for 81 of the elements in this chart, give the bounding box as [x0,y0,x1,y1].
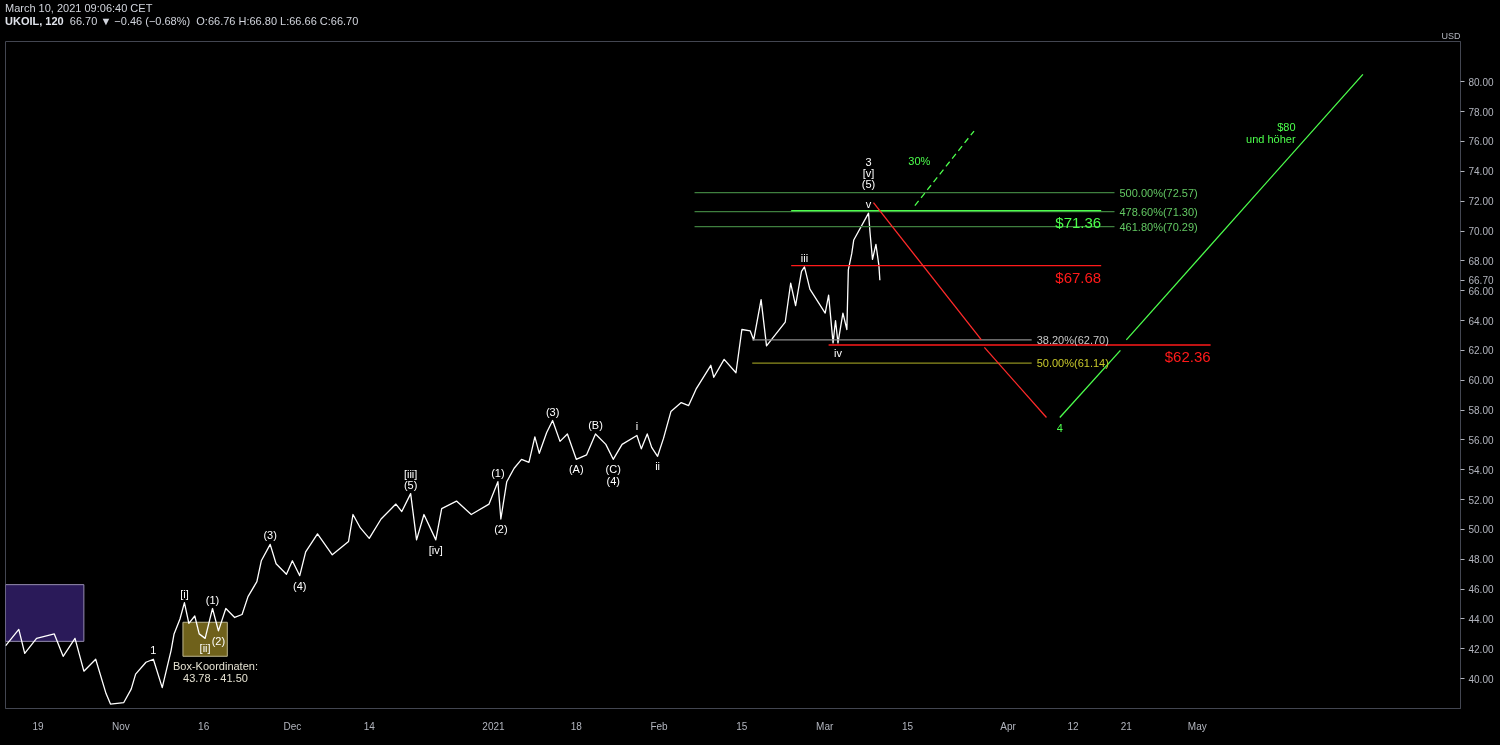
y-tick-label: 78.00 [1468,106,1494,118]
annotation: (1) [205,593,220,606]
y-axis-title: USD [1441,31,1461,41]
y-tick-label: 48.00 [1468,554,1494,566]
y-tick-label: 68.00 [1468,255,1494,267]
series-label: $71.36 [1055,213,1102,231]
annotation: 461.80%(70.29) [1119,220,1198,233]
annotation: (4) [293,579,307,592]
y-tick-label: 64.00 [1468,315,1494,327]
x-tick-label: Mar [816,720,834,732]
annotation: (A) [568,463,584,476]
x-tick-label: 2021 [482,720,506,732]
annotation: (B) [588,418,603,431]
annotation: [ii] [199,642,211,655]
y-tick-label: 56.00 [1468,434,1494,446]
x-tick-label: Apr [1000,720,1017,732]
y-tick-label: 44.00 [1468,613,1494,625]
annotation: [v] [862,166,875,179]
x-tick-label: 21 [1120,720,1133,732]
annotation: $80 [1277,121,1296,134]
y-tick-label: 62.00 [1468,345,1494,357]
y-tick-label: 42.00 [1468,643,1494,655]
annotation: v [865,198,872,211]
x-tick-label: May [1187,720,1207,732]
annotation: i [635,420,639,433]
y-tick-label: 66.00 [1468,285,1494,297]
annotation: 43.78 - 41.50 [183,672,248,685]
x-tick-label: 15 [901,720,914,732]
y-tick-label: 60.00 [1468,375,1494,387]
annotation: [iii] [403,467,418,480]
x-tick-label: 14 [363,720,376,732]
x-tick-label: 15 [736,720,748,732]
y-tick-label: 54.00 [1468,464,1494,476]
annotation: [iv] [428,543,443,556]
annotation: 38.20%(62.70) [1036,333,1109,346]
chart-subtitle: March 10, 2021 09:06:40 CET [5,2,153,14]
y-tick-label: 80.00 [1468,76,1494,88]
y-tick-label: 46.00 [1468,584,1494,596]
annotation: iv [834,346,843,359]
x-tick-label: 12 [1067,720,1080,732]
x-tick-label: Dec [283,720,302,732]
series-label: $67.68 [1055,268,1102,286]
x-tick-label: 19 [32,720,45,732]
annotation: (1) [491,466,505,479]
y-tick-label: 76.00 [1468,136,1494,148]
y-tick-label: 66.70 [1468,275,1494,287]
annotation: ii [655,460,661,473]
text: 66.70 ▼ −0.46 (−0.68%) [69,15,191,27]
x-tick-label: Nov [111,720,130,732]
annotation: 4 [1056,421,1063,434]
annotation: Box-Koordinaten: [172,660,258,673]
annotation: (2) [494,522,508,535]
annotation: [i] [180,587,189,600]
y-tick-label: 50.00 [1468,524,1494,536]
y-tick-label: 52.00 [1468,494,1494,506]
annotation: 50.00%(61.14) [1036,357,1109,370]
chart-title: UKOIL, 120 [5,15,64,27]
annotation: 500.00%(72.57) [1119,186,1198,199]
annotation: (3) [263,529,277,542]
annotation: (2) [211,634,226,647]
x-tick-label: 16 [198,720,210,732]
text: O:66.76 H:66.80 L:66.66 C:66.70 [196,15,359,27]
annotation: (5) [861,177,876,190]
annotation: (C) [605,463,621,476]
y-tick-label: 40.00 [1468,673,1494,685]
y-tick-label: 74.00 [1468,166,1494,178]
annotation: (5) [403,478,418,491]
annotation: 478.60%(71.30) [1119,205,1198,218]
y-tick-label: 58.00 [1468,405,1494,417]
annotation: iii [800,251,809,264]
annotation: und höher [1246,133,1296,146]
annotation: 30% [908,154,931,167]
y-tick-label: 70.00 [1468,226,1494,238]
annotation: (4) [606,475,620,488]
x-tick-label: 18 [570,720,583,732]
annotation: 3 [865,155,872,168]
annotation: 1 [150,644,157,657]
series-label: $62.36 [1164,348,1211,366]
y-tick-label: 72.00 [1468,196,1494,208]
annotation: (3) [545,405,560,418]
x-tick-label: Feb [650,720,669,732]
